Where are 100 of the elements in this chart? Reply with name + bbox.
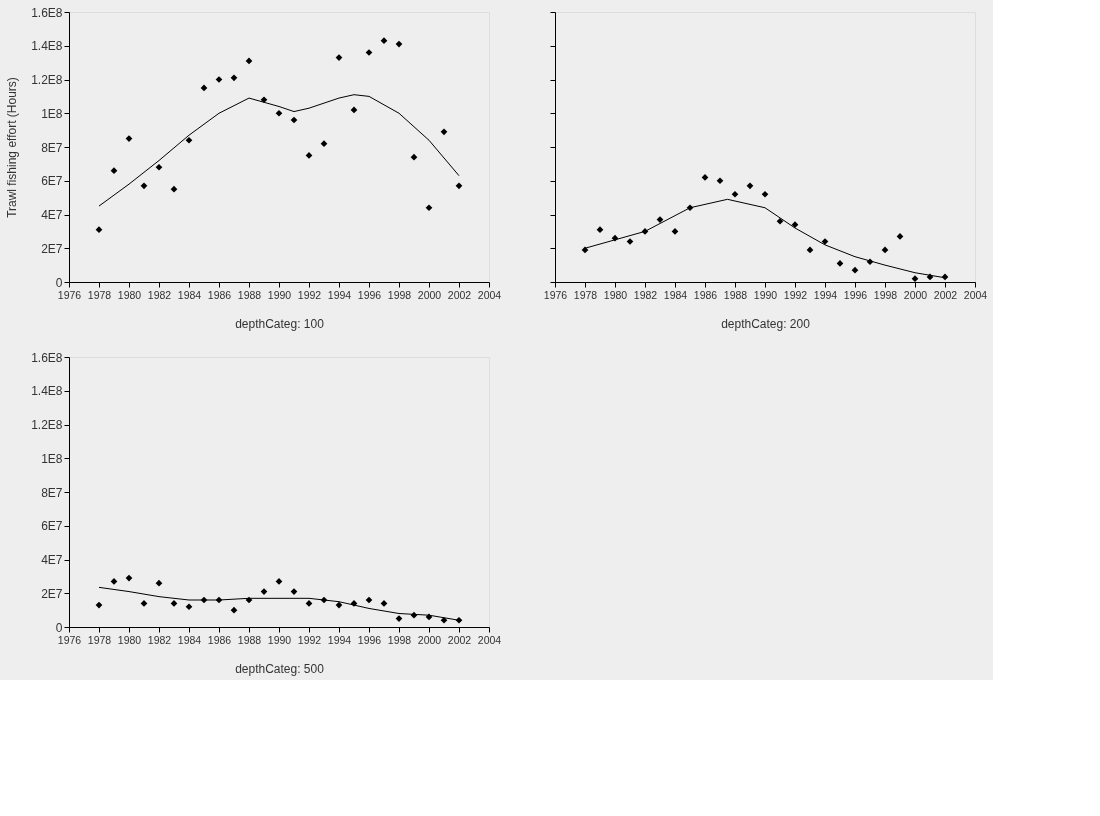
x-tick-label: 1982 [633, 288, 658, 301]
x-tick-label: 1998 [387, 288, 412, 301]
x-tick-label: 1998 [873, 288, 898, 301]
point [596, 226, 604, 234]
x-tick-label: 1982 [147, 633, 172, 646]
x-tick-label: 1994 [813, 288, 838, 301]
point [581, 246, 589, 254]
x-axis-title: depthCateg: 200 [721, 317, 811, 331]
point [716, 177, 724, 185]
y-tick-label: 8E7 [41, 140, 63, 155]
point [440, 128, 448, 136]
y-tick-label: 1.2E8 [31, 418, 63, 432]
point [410, 153, 418, 161]
point [155, 163, 163, 171]
x-tick-label: 1990 [267, 633, 292, 646]
point [731, 190, 739, 198]
point [365, 596, 373, 604]
y-tick-label: 1.4E8 [31, 384, 63, 399]
x-tick-label: 2000 [417, 288, 442, 301]
x-tick-label: 1988 [237, 288, 262, 301]
x-tick-label: 2004 [477, 633, 502, 646]
point [125, 574, 133, 582]
point [170, 185, 178, 193]
x-tick-label: 1986 [693, 288, 718, 301]
y-tick-label: 1E8 [41, 106, 63, 121]
point [200, 84, 208, 92]
point [335, 601, 343, 609]
point [185, 603, 193, 611]
x-tick-label: 2002 [933, 288, 958, 301]
y-tick-label: 4E7 [41, 208, 63, 222]
y-tick-label: 1.6E8 [31, 5, 63, 20]
y-tick-label: 0 [55, 620, 63, 635]
x-tick-label: 1976 [57, 288, 82, 301]
point [425, 204, 433, 212]
point [380, 37, 388, 45]
x-tick-label: 1992 [297, 288, 322, 301]
point [245, 596, 253, 604]
x-tick-label: 1984 [177, 633, 202, 646]
x-tick-label: 1990 [267, 288, 292, 301]
point [350, 106, 358, 114]
x-tick-label: 1980 [603, 288, 628, 301]
x-tick-label: 1978 [573, 288, 598, 301]
y-tick-label: 2E7 [41, 586, 63, 601]
point [761, 190, 769, 198]
point [851, 266, 859, 274]
point [746, 182, 754, 190]
x-tick-label: 1980 [117, 633, 142, 646]
point [776, 217, 784, 225]
x-tick-label: 1990 [753, 288, 778, 301]
point [395, 40, 403, 48]
x-tick-label: 1978 [87, 633, 112, 646]
point [140, 182, 148, 190]
x-tick-label: 1994 [327, 288, 352, 301]
point [230, 74, 238, 82]
point [806, 246, 814, 254]
y-tick-label: 8E7 [41, 485, 63, 500]
x-tick-label: 2004 [477, 288, 502, 301]
x-tick-label: 1978 [87, 288, 112, 301]
point [95, 226, 103, 234]
y-axis-title: Trawl fishing effort (Hours) [5, 77, 20, 218]
x-tick-label: 2002 [447, 633, 472, 646]
point [230, 606, 238, 614]
x-tick-label: 1986 [207, 633, 232, 646]
y-tick-label: 0 [55, 275, 63, 290]
x-tick-label: 1980 [117, 288, 142, 301]
x-tick-label: 1976 [57, 633, 82, 646]
point [185, 136, 193, 144]
line-series [98, 94, 460, 207]
point [245, 57, 253, 65]
point [260, 96, 268, 104]
y-tick-label: 1.6E8 [31, 350, 63, 365]
x-tick-label: 1998 [387, 633, 412, 646]
x-tick-label: 1988 [723, 288, 748, 301]
x-axis-title: depthCateg: 100 [235, 317, 325, 331]
point [455, 182, 463, 190]
x-tick-label: 1996 [843, 288, 868, 301]
x-tick-label: 1992 [297, 633, 322, 646]
y-tick-label: 2E7 [41, 241, 63, 256]
point [941, 273, 949, 281]
x-tick-label: 1996 [357, 633, 382, 646]
x-axis-title: depthCateg: 500 [235, 662, 325, 676]
x-tick-label: 2004 [963, 288, 988, 301]
y-tick-label: 6E7 [41, 174, 63, 189]
x-tick-label: 1996 [357, 288, 382, 301]
x-tick-label: 1992 [783, 288, 808, 301]
y-tick-label: 1.4E8 [31, 39, 63, 54]
x-tick-label: 2002 [447, 288, 472, 301]
x-tick-label: 2000 [417, 633, 442, 646]
x-tick-label: 1986 [207, 288, 232, 301]
point [275, 109, 283, 117]
y-tick-label: 1.2E8 [31, 73, 63, 87]
point [95, 601, 103, 609]
x-tick-label: 1984 [177, 288, 202, 301]
point [290, 116, 298, 124]
y-tick-label: 6E7 [41, 519, 63, 534]
point [425, 613, 433, 621]
point [881, 246, 889, 254]
x-tick-label: 2000 [903, 288, 928, 301]
x-tick-label: 1982 [147, 288, 172, 301]
y-tick-label: 4E7 [41, 553, 63, 567]
